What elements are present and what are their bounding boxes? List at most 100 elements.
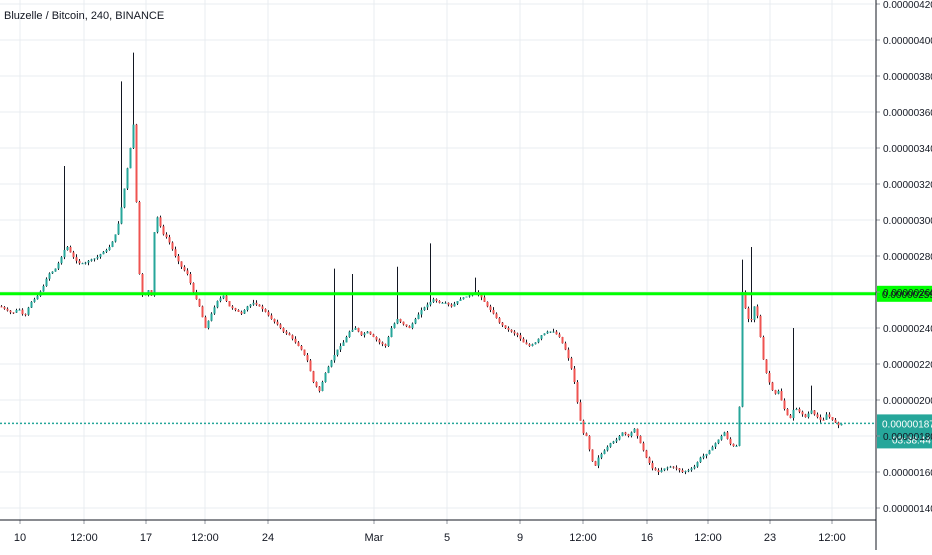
candle-body (492, 310, 495, 314)
candle-body (540, 335, 543, 339)
candle-body (840, 423, 843, 426)
candle-body (267, 311, 270, 316)
candle-body (555, 331, 558, 335)
candle-body (744, 292, 747, 309)
candle-body (756, 306, 759, 316)
candle-body (654, 468, 657, 471)
candle-body (759, 315, 762, 337)
candle-body (138, 202, 141, 274)
candle-body (558, 334, 561, 337)
candle-body (339, 346, 342, 350)
candle-body (288, 333, 291, 336)
candle-body (330, 360, 333, 367)
candle-body (810, 410, 813, 414)
candle-body (156, 217, 159, 233)
candle-body (63, 250, 66, 258)
candle-body (675, 467, 678, 469)
candle-body (48, 273, 51, 279)
candle-body (621, 432, 624, 436)
candle-body (225, 295, 228, 301)
candle-body (369, 331, 372, 335)
candle-body (486, 301, 489, 307)
candle-body (135, 124, 138, 202)
x-tick-label: 12:00 (70, 532, 98, 544)
candle-body (447, 302, 450, 305)
candle-body (108, 247, 111, 250)
resistance-price-label: 0.00000259 (882, 290, 932, 301)
candle-body (750, 319, 753, 320)
candle-body (681, 470, 684, 472)
candle-body (120, 207, 123, 224)
candle-body (84, 262, 87, 264)
candle-body (627, 434, 630, 436)
candle-body (45, 278, 48, 286)
candle-body (753, 306, 756, 320)
candle-body (213, 307, 216, 314)
candle-body (717, 439, 720, 444)
candle-body (414, 319, 417, 324)
candle-body (609, 443, 612, 447)
candle-body (327, 366, 330, 373)
candle-body (561, 337, 564, 344)
x-tick-label: 12:00 (569, 532, 597, 544)
candle-body (174, 249, 177, 256)
y-tick-label: 0.00000200 (883, 396, 932, 407)
candle-body (33, 299, 36, 302)
candle-body (111, 241, 114, 247)
candle-body (453, 303, 456, 307)
candle-body (417, 314, 420, 319)
candle-body (186, 270, 189, 274)
candle-body (114, 234, 117, 242)
candle-body (549, 331, 552, 333)
candle-body (90, 259, 93, 261)
candle-body (684, 471, 687, 473)
candle-body (315, 382, 318, 387)
candle-body (690, 468, 693, 471)
candle-body (714, 443, 717, 447)
candle-body (66, 247, 69, 250)
candle-body (732, 443, 735, 447)
candle-body (177, 256, 180, 262)
y-tick-label: 0.00000360 (883, 108, 932, 119)
candle-body (651, 463, 654, 469)
candle-body (279, 324, 282, 328)
candle-body (294, 338, 297, 343)
candle-body (537, 338, 540, 343)
candle-body (663, 468, 666, 471)
candle-body (105, 250, 108, 252)
candle-body (180, 261, 183, 267)
candle-body (285, 331, 288, 334)
candle-body (480, 294, 483, 298)
candle-body (696, 462, 699, 467)
candle-body (450, 304, 453, 307)
candle-body (273, 319, 276, 322)
candle-body (456, 301, 459, 304)
candle-body (126, 168, 129, 189)
candle-body (462, 297, 465, 300)
candle-body (198, 299, 201, 307)
candle-body (69, 247, 72, 253)
candle-body (99, 254, 102, 257)
x-tick-label: 5 (444, 532, 450, 544)
y-tick-label: 0.00000400 (883, 36, 932, 47)
candle-body (618, 436, 621, 440)
candle-body (468, 295, 471, 297)
candle-body (741, 292, 744, 407)
candle-body (444, 302, 447, 304)
candle-body (597, 457, 600, 466)
candle-body (228, 301, 231, 307)
candle-body (531, 344, 534, 346)
candle-body (216, 301, 219, 308)
candle-body (765, 359, 768, 373)
y-tick-label: 0.00000160 (883, 468, 932, 479)
candle-body (831, 417, 834, 420)
candle-body (483, 297, 486, 302)
candle-body (465, 296, 468, 298)
candle-body (804, 414, 807, 418)
candle-body (507, 328, 510, 330)
candle-body (726, 432, 729, 439)
candle-body (408, 326, 411, 328)
candle-body (96, 256, 99, 259)
